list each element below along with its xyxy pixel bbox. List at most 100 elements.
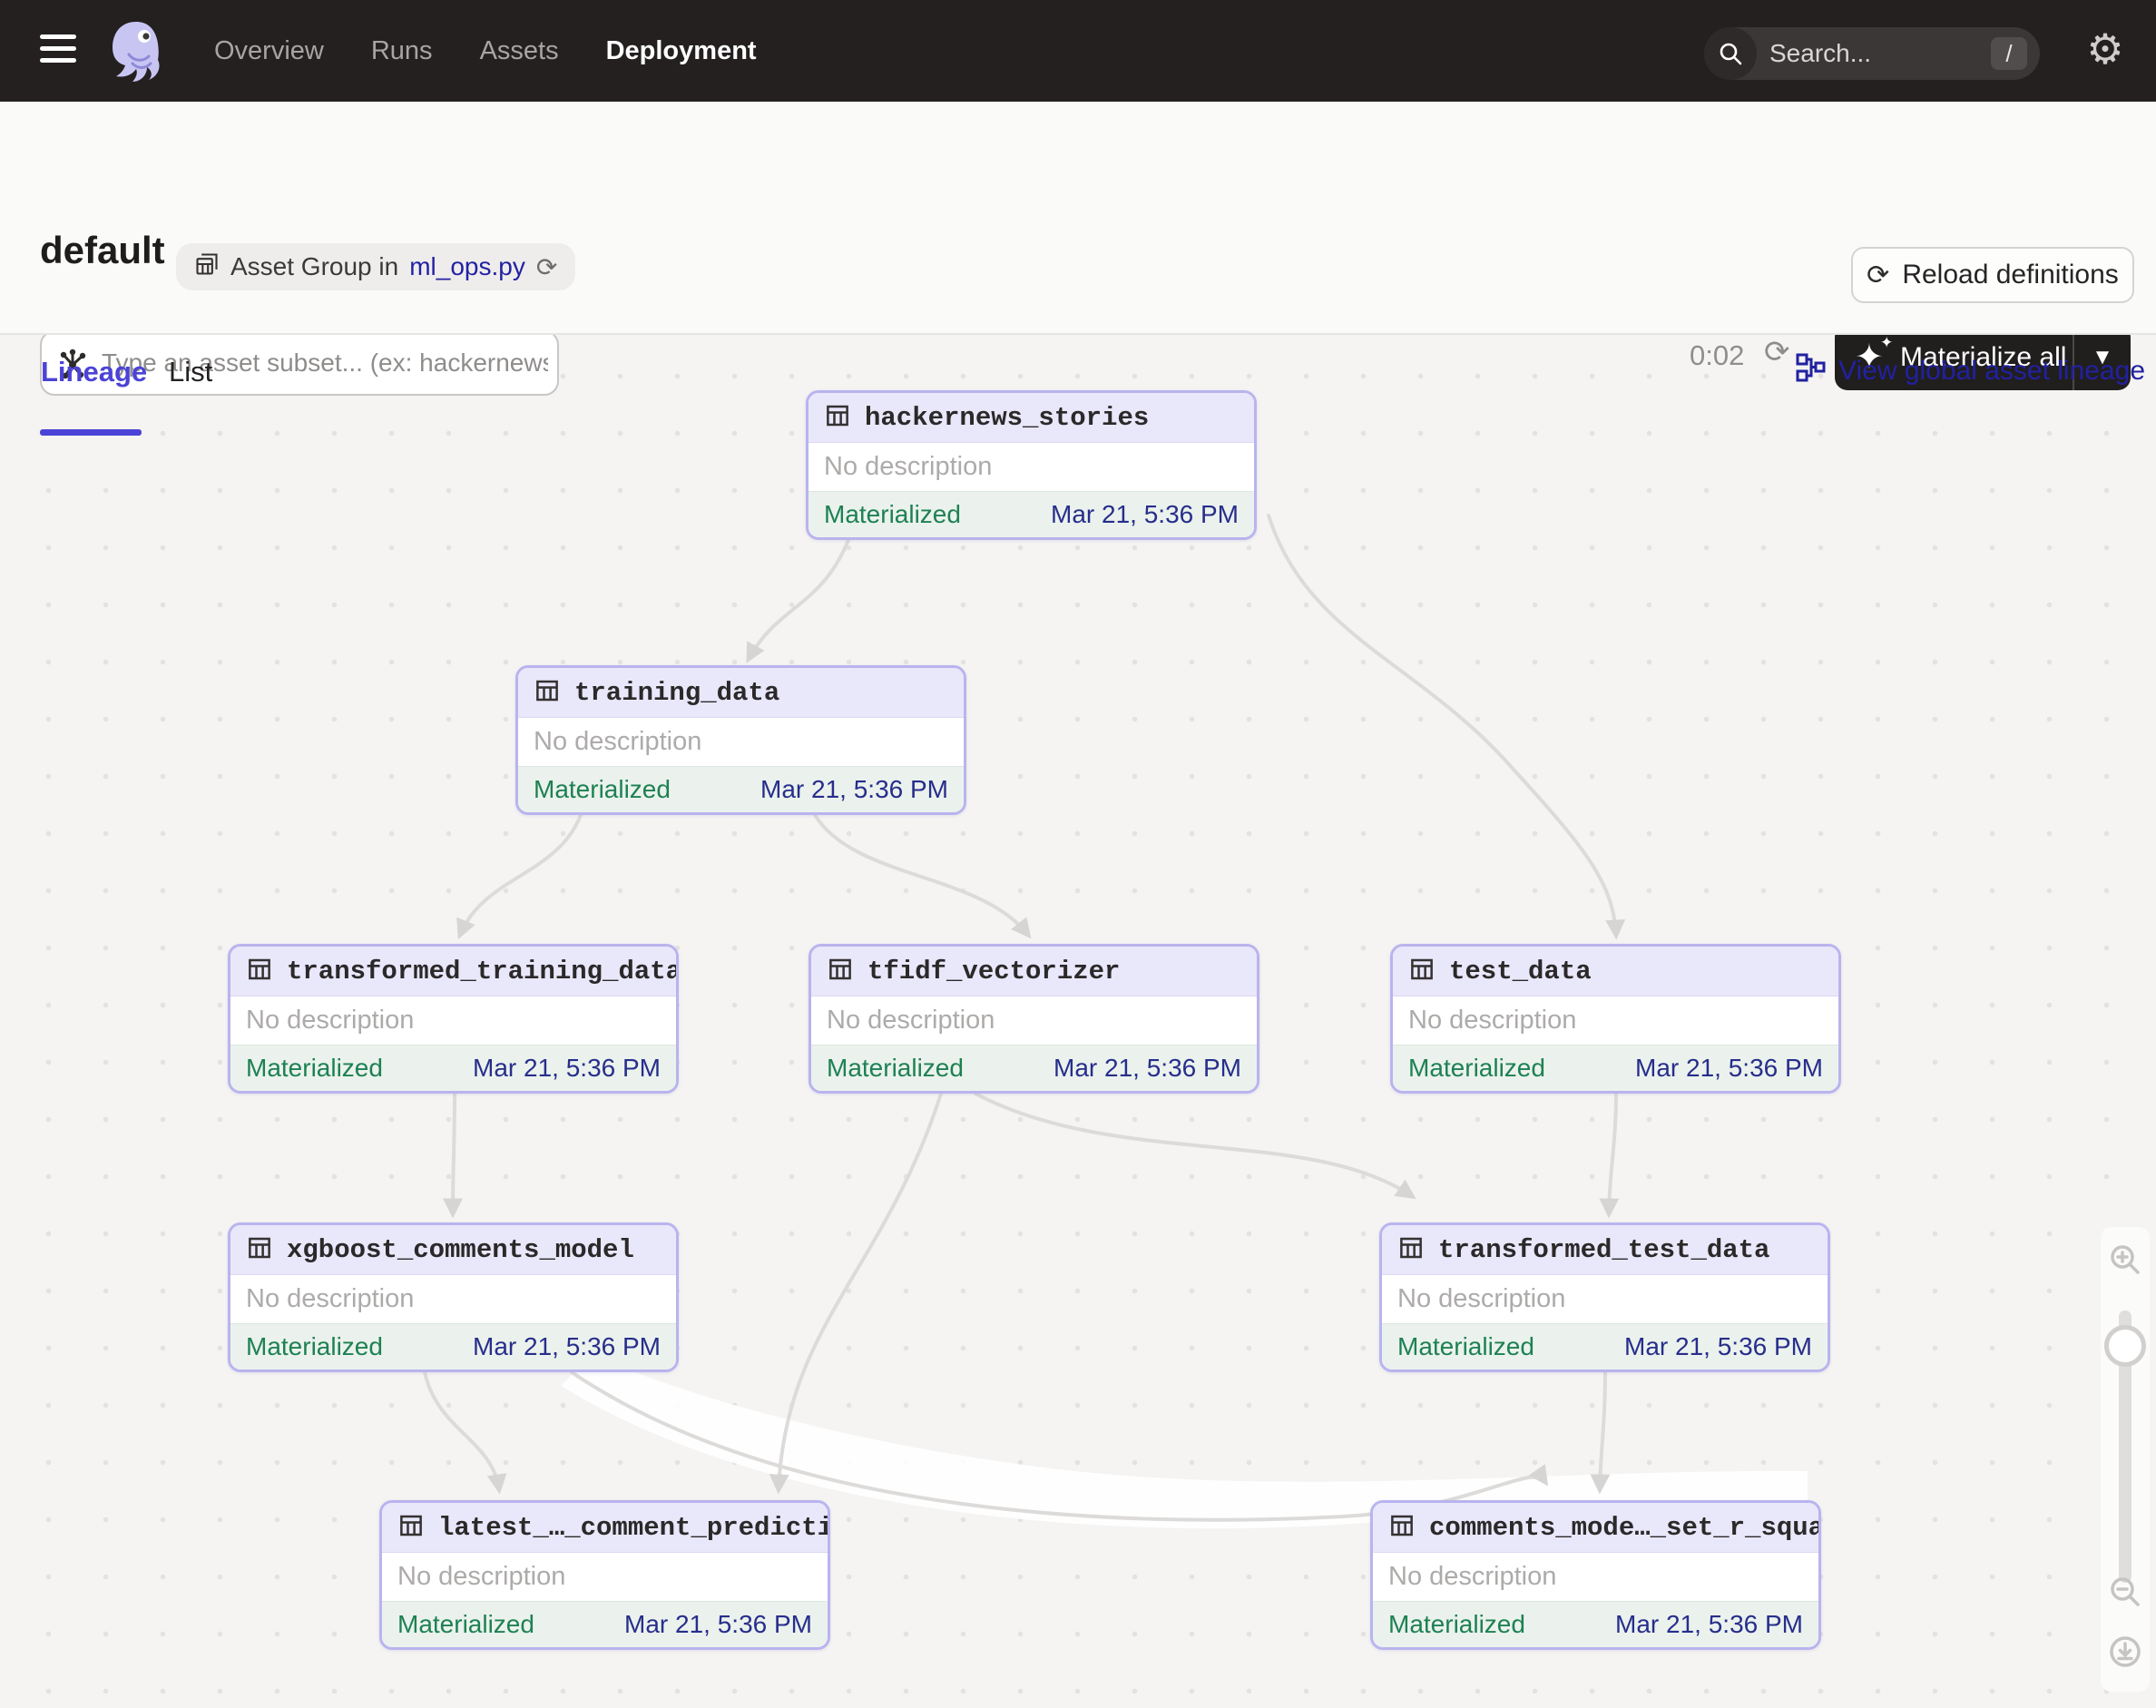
asset-description: No description xyxy=(246,1284,415,1313)
asset-name: test_data xyxy=(1449,956,1592,987)
status-badge: Materialized xyxy=(1408,1054,1545,1082)
materialization-timestamp-link[interactable]: Mar 21, 5:36 PM xyxy=(760,775,948,803)
hamburger-menu-icon[interactable] xyxy=(40,34,76,67)
table-icon xyxy=(824,402,851,434)
asset-description: No description xyxy=(534,727,702,756)
table-icon xyxy=(534,677,561,709)
nav-items: Overview Runs Assets Deployment xyxy=(214,0,757,102)
nav-item-overview[interactable]: Overview xyxy=(214,35,324,65)
materialization-timestamp-link[interactable]: Mar 21, 5:36 PM xyxy=(473,1054,661,1082)
asset-node-comments-model-test-set-r-squared[interactable]: comments_mode…_set_r_squared No descript… xyxy=(1370,1500,1821,1650)
table-icon xyxy=(827,956,854,987)
nav-item-deployment[interactable]: Deployment xyxy=(605,35,757,65)
active-tab-underline xyxy=(40,429,142,436)
materialization-timestamp-link[interactable]: Mar 21, 5:36 PM xyxy=(1054,1054,1241,1082)
nav-item-runs[interactable]: Runs xyxy=(370,35,433,65)
asset-name: tfidf_vectorizer xyxy=(867,956,1121,987)
search-shortcut-badge: / xyxy=(1991,37,2027,70)
materialize-dropdown-caret[interactable]: ▼ xyxy=(2092,345,2113,369)
asset-node-transformed-test-data[interactable]: transformed_test_data No description Mat… xyxy=(1379,1222,1830,1372)
dagster-logo[interactable] xyxy=(102,16,171,90)
page-title: default xyxy=(40,229,165,271)
download-view-icon[interactable] xyxy=(2107,1634,2143,1670)
materialize-all-label: Materialize all xyxy=(1900,342,2067,372)
asset-name: transformed_training_data xyxy=(287,956,679,987)
asset-node-hackernews-stories[interactable]: hackernews_stories No description Materi… xyxy=(806,390,1257,540)
asset-node-transformed-training-data[interactable]: transformed_training_data No description… xyxy=(228,944,679,1094)
asset-name: comments_mode…_set_r_squared xyxy=(1429,1512,1818,1543)
asset-name: hackernews_stories xyxy=(865,402,1150,433)
materialization-timestamp-link[interactable]: Mar 21, 5:36 PM xyxy=(1635,1054,1823,1082)
materialization-timestamp-link[interactable]: Mar 21, 5:36 PM xyxy=(473,1332,661,1360)
tab-lineage[interactable]: Lineage xyxy=(41,356,148,388)
asset-node-xgboost-comments-model[interactable]: xgboost_comments_model No description Ma… xyxy=(228,1222,679,1372)
asset-description: No description xyxy=(397,1562,566,1591)
lineage-edges xyxy=(423,514,1808,1529)
asset-group-badge: Asset Group in ml_ops.py ⟳ xyxy=(176,243,576,290)
status-badge: Materialized xyxy=(1388,1610,1525,1638)
table-icon xyxy=(1397,1234,1425,1266)
asset-subset-input[interactable] xyxy=(100,332,550,394)
nav-item-assets[interactable]: Assets xyxy=(479,35,559,65)
table-icon xyxy=(246,956,273,987)
status-badge: Materialized xyxy=(397,1610,534,1638)
status-badge: Materialized xyxy=(1397,1332,1534,1360)
reload-definitions-label: Reload definitions xyxy=(1902,260,2119,290)
table-icon xyxy=(1408,956,1436,987)
status-badge: Materialized xyxy=(824,500,961,528)
global-search[interactable]: Search... / xyxy=(1704,27,2040,80)
materialization-timestamp-link[interactable]: Mar 21, 5:36 PM xyxy=(1615,1610,1803,1638)
asset-name: transformed_test_data xyxy=(1438,1234,1770,1265)
asset-filter-box xyxy=(40,330,559,396)
settings-gear-icon[interactable]: ⚙ xyxy=(2086,25,2124,74)
sparkle-icon: ✦ ✦ xyxy=(1855,334,1894,377)
asset-group-label: Asset Group in xyxy=(230,252,399,280)
search-icon xyxy=(1704,27,1757,80)
tab-list[interactable]: List xyxy=(169,356,213,388)
asset-node-training-data[interactable]: training_data No description Materialize… xyxy=(515,665,966,815)
asset-node-latest-comment-predictions[interactable]: latest_…_comment_predictions No descript… xyxy=(379,1500,830,1650)
table-icon xyxy=(397,1512,425,1544)
materialization-timestamp-link[interactable]: Mar 21, 5:36 PM xyxy=(1624,1332,1812,1360)
asset-description: No description xyxy=(824,452,993,481)
zoom-slider-track[interactable] xyxy=(2119,1310,2132,1583)
table-icon xyxy=(246,1234,273,1266)
asset-description: No description xyxy=(1388,1562,1557,1591)
graph-timer: 0:02 xyxy=(1690,339,1745,371)
asset-description: No description xyxy=(827,1006,995,1035)
canvas-controls-panel xyxy=(2101,1227,2150,1692)
reload-definitions-button[interactable]: ⟳ Reload definitions xyxy=(1851,247,2134,303)
button-divider xyxy=(2073,325,2074,390)
status-badge: Materialized xyxy=(246,1332,383,1360)
status-badge: Materialized xyxy=(827,1054,964,1082)
asset-name: training_data xyxy=(574,677,780,708)
view-global-label: View global asset lineage xyxy=(1838,356,2146,386)
asset-node-tfidf-vectorizer[interactable]: tfidf_vectorizer No description Material… xyxy=(808,944,1259,1094)
zoom-out-icon[interactable] xyxy=(2107,1574,2143,1610)
asset-description: No description xyxy=(1397,1284,1566,1313)
refresh-icon: ⟳ xyxy=(1867,259,1890,291)
global-lineage-icon xyxy=(1795,352,1826,390)
asset-name: xgboost_comments_model xyxy=(287,1234,634,1265)
view-global-asset-lineage-link[interactable]: View global asset lineage xyxy=(1795,352,2145,390)
table-icon xyxy=(1388,1512,1416,1544)
asset-description: No description xyxy=(246,1006,415,1035)
materialization-timestamp-link[interactable]: Mar 21, 5:36 PM xyxy=(1051,500,1239,528)
zoom-in-icon[interactable] xyxy=(2107,1242,2143,1278)
status-badge: Materialized xyxy=(534,775,671,803)
repo-grid-icon xyxy=(194,251,220,283)
asset-node-test-data[interactable]: test_data No description Materialized Mar… xyxy=(1390,944,1841,1094)
search-placeholder: Search... xyxy=(1769,39,1872,67)
top-navigation-bar: Overview Runs Assets Deployment Search..… xyxy=(0,0,2156,102)
page-header: default Asset Group in ml_ops.py ⟳ ⟳ Rel… xyxy=(0,102,2156,436)
reload-group-icon[interactable]: ⟳ xyxy=(535,251,558,282)
asset-graph-icon xyxy=(56,348,89,385)
materialization-timestamp-link[interactable]: Mar 21, 5:36 PM xyxy=(624,1610,812,1638)
asset-group-file-link[interactable]: ml_ops.py xyxy=(409,252,525,280)
status-badge: Materialized xyxy=(246,1054,383,1082)
asset-description: No description xyxy=(1408,1006,1577,1035)
materialize-all-button[interactable]: ✦ ✦ Materialize all ▼ xyxy=(1835,325,2131,390)
graph-refresh-icon[interactable]: ⟳ xyxy=(1764,334,1790,370)
zoom-slider-knob[interactable] xyxy=(2104,1325,2146,1367)
